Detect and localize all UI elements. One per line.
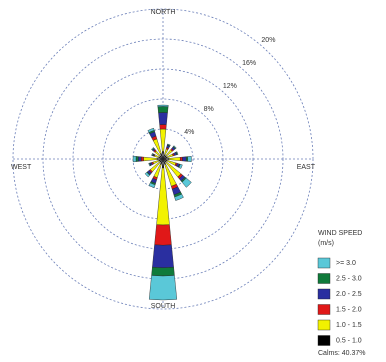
legend-label: >= 3.0	[336, 260, 356, 267]
legend-label: 0.5 - 1.0	[336, 337, 362, 344]
direction-label: SOUTH	[151, 303, 176, 310]
petal-segment	[152, 244, 174, 268]
petal-segment	[157, 104, 169, 107]
grid-ring	[12, 8, 314, 310]
petal-segment	[147, 127, 155, 133]
grid-ring	[102, 98, 224, 220]
direction-label: WEST	[11, 164, 32, 171]
petal-segment	[157, 106, 169, 113]
petal-segment	[158, 112, 168, 125]
direction-label: NORTH	[151, 9, 176, 16]
petal-segment	[178, 163, 183, 169]
legend-swatch	[317, 335, 331, 346]
petal-segment	[138, 156, 142, 162]
petal-segment	[151, 153, 154, 156]
petal-segment	[187, 155, 192, 163]
petal-segment	[151, 267, 175, 277]
petal-segment	[175, 151, 179, 155]
legend-label: 2.0 - 2.5	[336, 291, 362, 298]
r-tick-label: 12%	[223, 83, 237, 90]
petal-segment	[132, 155, 137, 163]
petal-segment	[168, 157, 181, 161]
r-tick-label: 16%	[242, 60, 256, 67]
petal-segment	[182, 156, 187, 162]
petal-segment	[154, 224, 172, 246]
petal-segment	[144, 172, 150, 178]
legend-label: 1.0 - 1.5	[336, 322, 362, 329]
petal-segment	[148, 162, 151, 167]
r-tick-label: 8%	[204, 106, 214, 113]
legend-swatch	[317, 257, 331, 269]
r-tick-label: 4%	[184, 129, 194, 136]
direction-label: EAST	[297, 164, 316, 171]
petal-segment	[143, 156, 158, 162]
petal-segment	[173, 145, 177, 149]
petal-segment	[174, 193, 184, 201]
petal-segment	[151, 147, 155, 151]
legend-swatch	[317, 319, 331, 331]
petal-segment	[148, 275, 178, 301]
legend-unit: (m/s)	[318, 240, 334, 247]
legend-label: 1.5 - 2.0	[336, 306, 362, 313]
petal-segment	[167, 143, 171, 147]
legend-label: 2.5 - 3.0	[336, 275, 362, 282]
r-tick-label: 20%	[261, 37, 275, 44]
petal-segment	[181, 177, 192, 188]
legend-title: WIND SPEED	[318, 230, 362, 237]
petal-segment	[156, 167, 170, 226]
calms: Calms: 40.37%	[318, 350, 365, 357]
petal-segment	[148, 182, 156, 188]
legend-swatch	[317, 304, 331, 315]
petal-segment	[159, 128, 167, 152]
petal-segment	[179, 156, 183, 162]
legend-swatch	[317, 273, 331, 284]
petal-segment	[141, 156, 144, 162]
legend-swatch	[317, 288, 331, 300]
petal-segment	[135, 156, 139, 162]
petal-segment	[159, 124, 167, 130]
